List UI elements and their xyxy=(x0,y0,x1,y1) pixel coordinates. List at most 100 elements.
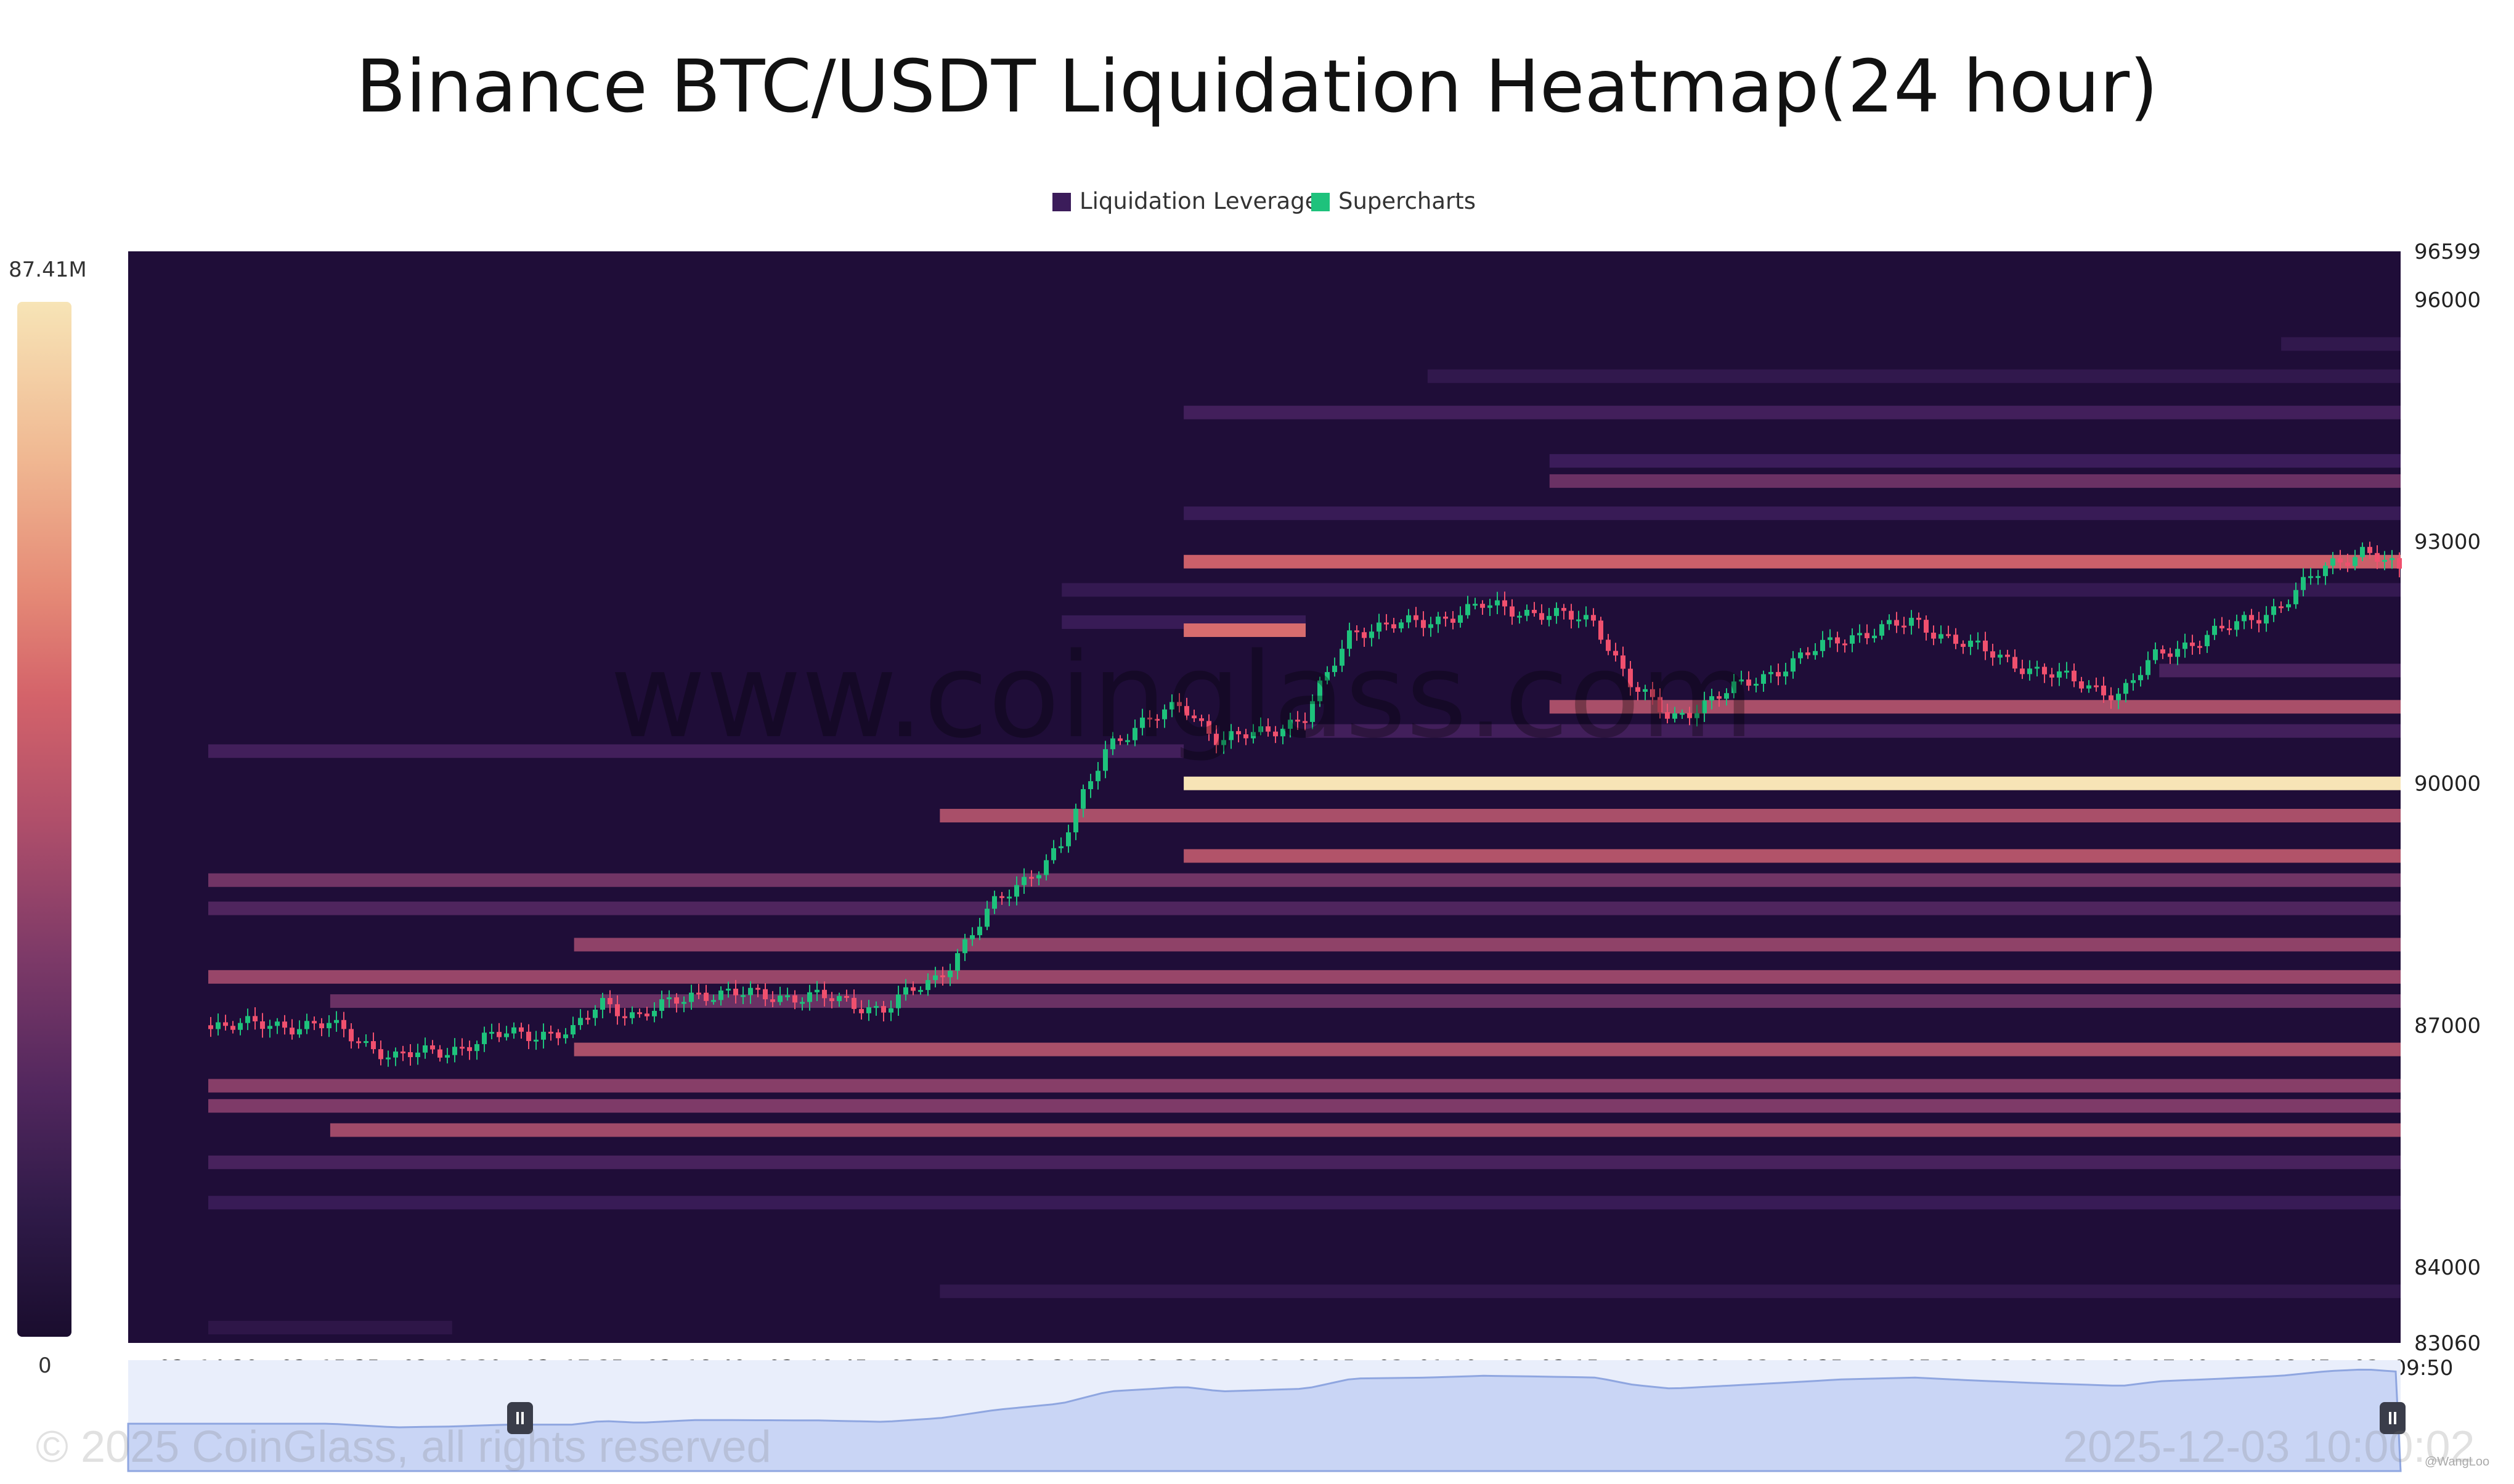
candle-body xyxy=(948,970,953,978)
liquidation-band xyxy=(2281,337,2401,351)
candle-body xyxy=(2301,577,2306,590)
candle-body xyxy=(297,1029,302,1035)
candle-body xyxy=(792,995,797,1003)
liquidation-band xyxy=(1184,554,2401,569)
navigator-area xyxy=(127,1368,2402,1472)
candle-body xyxy=(955,953,960,971)
candle-body xyxy=(423,1045,428,1053)
candle-body xyxy=(889,1008,893,1013)
candle-body xyxy=(1096,771,1100,782)
candle-body xyxy=(881,1006,886,1013)
liquidation-band xyxy=(940,809,2401,823)
liquidation-band xyxy=(2159,663,2401,678)
liquidation-band xyxy=(208,1099,2401,1113)
colorbar-min-label: 0 xyxy=(38,1353,52,1378)
candle-body xyxy=(726,988,731,991)
navigator-handle-right[interactable] xyxy=(2380,1402,2406,1434)
candle-body xyxy=(1288,720,1293,729)
author-credit: @WangLoo xyxy=(2425,1455,2490,1469)
candle-body xyxy=(911,987,916,991)
candle-body xyxy=(1702,700,1707,713)
candle-body xyxy=(2035,667,2040,669)
candle-body xyxy=(2175,649,2180,657)
candle-body xyxy=(1436,616,1441,625)
candle-body xyxy=(800,1002,805,1004)
liquidation-band xyxy=(1549,700,2401,714)
y-tick-label: 90000 xyxy=(2414,772,2481,797)
candle-body xyxy=(1480,604,1485,608)
candle-body xyxy=(1924,620,1929,633)
candle-body xyxy=(511,1027,516,1034)
candle-body xyxy=(674,997,679,1004)
candle-body xyxy=(1539,613,1544,620)
candle-body xyxy=(1731,681,1736,694)
candle-body xyxy=(1672,713,1677,719)
candle-body xyxy=(1206,721,1211,734)
candle-body xyxy=(2190,643,2195,646)
candle-body xyxy=(1073,808,1078,833)
colorbar-max-label: 87.41M xyxy=(9,257,87,282)
candle-body xyxy=(1598,620,1603,640)
candle-body xyxy=(829,998,834,1002)
legend-label-supercharts: Supercharts xyxy=(1338,188,1476,214)
candle-body xyxy=(992,896,997,909)
candle-body xyxy=(1177,702,1182,707)
candle-body xyxy=(2197,646,2202,648)
candle-body xyxy=(763,989,768,1000)
candle-body xyxy=(1036,875,1041,878)
candle-body xyxy=(1887,620,1892,625)
candle-body xyxy=(1643,689,1648,692)
candle-body xyxy=(2271,606,2276,615)
candle-body xyxy=(2234,621,2239,630)
candle-body xyxy=(1975,640,1980,643)
candle-body xyxy=(2397,558,2402,569)
candle-body xyxy=(704,992,709,1001)
candle-body xyxy=(748,987,753,995)
liquidation-band xyxy=(574,938,2401,952)
candle-body xyxy=(1938,634,1943,639)
liquidation-band xyxy=(1184,849,2401,863)
candle-body xyxy=(1406,615,1411,623)
candle-body xyxy=(1524,609,1529,616)
candle-body xyxy=(2360,546,2365,558)
candle-body xyxy=(2367,546,2372,553)
candle-body xyxy=(1635,687,1640,692)
candle-body xyxy=(999,896,1004,898)
candle-body xyxy=(2279,606,2284,609)
candle-body xyxy=(1658,697,1662,713)
candle-body xyxy=(718,990,723,1000)
candle-body xyxy=(903,987,908,995)
candle-body xyxy=(1125,740,1130,742)
liquidation-band xyxy=(208,901,2401,915)
candle-body xyxy=(1798,652,1803,659)
candle-body xyxy=(452,1047,457,1055)
candle-body xyxy=(1946,634,1951,636)
candle-body xyxy=(571,1025,576,1035)
candle-body xyxy=(1554,607,1559,616)
watermark: www.coinglass.com xyxy=(610,628,1755,764)
candle-body xyxy=(1953,635,1958,644)
candle-body xyxy=(1561,607,1566,611)
candle-body xyxy=(1280,729,1285,737)
candle-body xyxy=(2168,653,2173,657)
candle-body xyxy=(1820,639,1825,651)
candle-body xyxy=(1968,641,1973,647)
candle-body xyxy=(2027,668,2032,675)
candle-body xyxy=(1879,624,1884,636)
candle-body xyxy=(504,1033,509,1037)
candle-body xyxy=(1007,896,1012,899)
liquidation-band xyxy=(1427,369,2401,383)
candle-body xyxy=(985,909,990,927)
candle-body xyxy=(238,1023,243,1030)
candle-body xyxy=(1909,617,1914,626)
candle-body xyxy=(1694,713,1699,718)
candle-body xyxy=(1828,637,1833,640)
candle-body xyxy=(1214,734,1219,745)
legend-item-liquidation-leverage[interactable]: Liquidation Leverage xyxy=(1052,187,1319,216)
navigator-handle-left[interactable] xyxy=(507,1402,533,1434)
candle-body xyxy=(2094,685,2099,687)
candle-body xyxy=(1458,615,1463,623)
legend-item-supercharts[interactable]: Supercharts xyxy=(1311,187,1476,216)
